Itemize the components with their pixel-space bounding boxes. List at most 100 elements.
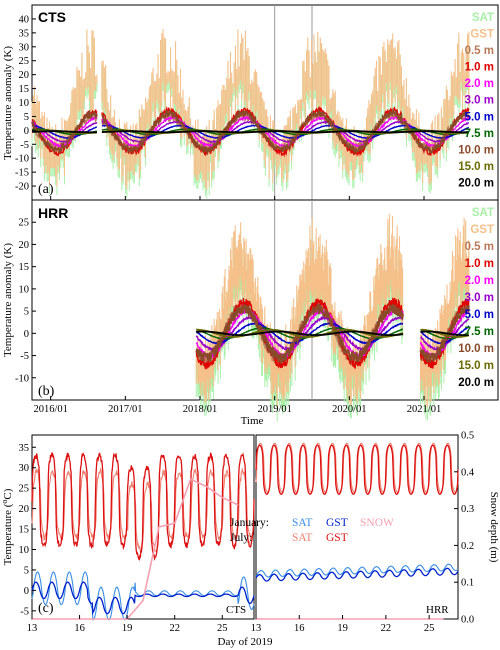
legend-jan-gst: GST <box>326 517 348 529</box>
panel-c-hrr-jan-sat <box>255 563 459 578</box>
panel-c-xtick-label-cts: 25 <box>217 623 228 634</box>
panel-b-site-label: HRR <box>38 205 68 221</box>
panel-c-xtick-label-hrr: 25 <box>424 623 435 634</box>
panel-b-x-label: Time <box>241 415 264 427</box>
panel-a-plot-area <box>31 5 470 200</box>
panel-a-legend-20m: 2.0 m <box>465 78 494 90</box>
panel-b-legend-50m: 5.0 m <box>465 309 494 321</box>
panel-a-legend-200m: 20.0 m <box>458 177 494 189</box>
panel-a-ytick-label: 35 <box>19 28 30 39</box>
panel-c-y2-label: Snow depth (m) <box>488 492 500 563</box>
panel-c-y2tick-label: 0.5 <box>461 431 474 442</box>
panel-c-ytick-label: 15 <box>19 525 30 536</box>
legend-jul-sat: SAT <box>292 532 312 544</box>
panel-a-ytick-label: 0 <box>24 126 29 137</box>
panel-b-ytick-label: -10 <box>15 373 29 384</box>
legend-jan-sat: SAT <box>292 517 312 529</box>
panel-c-legend: January: July: SAT GST SNOW SAT GST <box>230 517 394 544</box>
panel-a-ytick-label: -20 <box>15 182 29 193</box>
panel-b-legend-GST: GST <box>470 224 494 236</box>
panel-c-hrr-plot <box>255 442 459 620</box>
panel-a-site-label: CTS <box>38 9 66 25</box>
panel-a-legend-10m: 1.0 m <box>465 62 494 74</box>
panel-b-xtick-label: 2021/01 <box>407 404 441 415</box>
panel-b-legend-SAT: SAT <box>472 207 494 219</box>
panel-b-plot-area <box>195 200 470 422</box>
panel-b-y-label: Temperature anomaly (K) <box>2 243 14 357</box>
panel-a-ytick-label: -10 <box>15 154 29 165</box>
panel-c-xtick-label-cts: 22 <box>169 623 180 634</box>
panel-a-ytick-label: 10 <box>19 98 30 109</box>
panel-b-ytick-label: 0 <box>24 329 29 340</box>
panel-c-letter: (c) <box>38 601 54 616</box>
panel-a-legend-30m: 3.0 m <box>465 95 494 107</box>
panel-b-series-200m <box>196 330 470 337</box>
panel-b-ytick-label: 10 <box>19 284 30 295</box>
legend-snow: SNOW <box>360 517 394 529</box>
panel-a-y-label: Temperature anomaly (K) <box>2 46 14 160</box>
panel-a-legend-SAT: SAT <box>472 12 494 24</box>
panel-b-legend-05m: 0.5 m <box>465 241 494 253</box>
panel-c-ytick-label: 35 <box>19 443 30 454</box>
panel-a-series-200m <box>32 130 469 134</box>
panel-c-xtick-label-cts: 16 <box>74 623 85 634</box>
panel-c-y2tick-label: 0.3 <box>461 504 474 515</box>
panel-a-series-100m <box>31 107 469 156</box>
panel-c-x-label: Day of 2019 <box>218 636 273 648</box>
panel-c-xtick-label-cts: 13 <box>27 623 38 634</box>
panel-a-ytick-label: 15 <box>19 84 30 95</box>
legend-july-label: July: <box>230 532 252 544</box>
panel-c-site-hrr: HRR <box>426 604 449 616</box>
panel-b-letter: (b) <box>38 384 55 399</box>
panel-a-ytick-label: -15 <box>15 168 29 179</box>
panel-a-legend-100m: 10.0 m <box>458 144 494 156</box>
panel-c-y2tick-label: 0.0 <box>461 615 474 626</box>
panel-c-x-axis: 13 13 16 16 19 19 22 22 25 25 <box>27 615 435 634</box>
panel-c-cts-jan-gst <box>31 581 255 616</box>
panel-b-ytick-label: 25 <box>19 218 30 229</box>
panel-c-y-axis: -5 0 5 10 15 20 25 30 35 <box>19 443 36 617</box>
panel-b-ytick-label: 15 <box>19 262 30 273</box>
panel-b-frame <box>31 199 499 401</box>
panel-b-xtick-label: 2018/01 <box>183 404 217 415</box>
panel-c-ytick-label: -5 <box>20 606 29 617</box>
panel-b-legend-75m: 7.5 m <box>465 326 494 338</box>
panel-a-legend-75m: 7.5 m <box>465 128 494 140</box>
panel-c-y2tick-label: 0.2 <box>461 541 474 552</box>
panel-a-legend-GST: GST <box>470 29 494 41</box>
panel-c-ytick-label: 0 <box>24 586 29 597</box>
panel-a-ytick-label: 40 <box>19 14 30 25</box>
panel-a-legend: SAT GST 0.5 m 1.0 m 2.0 m 3.0 m 5.0 m 7.5 m 10.0… <box>458 12 494 189</box>
panel-c-xtick-label-cts: 19 <box>122 623 133 634</box>
panel-a-legend-05m: 0.5 m <box>465 45 494 57</box>
panel-c-y2tick-label: 0.4 <box>461 467 475 478</box>
panel-c-ytick-label: 20 <box>19 504 30 515</box>
panel-c-ytick-label: 10 <box>19 545 30 556</box>
panel-b-y-axis: -10 -5 0 5 10 15 20 25 <box>15 218 36 384</box>
panel-b-series-150m <box>196 328 469 338</box>
legend-jul-gst: GST <box>326 532 348 544</box>
panel-c-y-label: Temperature (oC) <box>0 488 14 565</box>
panel-c-ytick-label: 30 <box>19 463 30 474</box>
panel-a-legend-50m: 5.0 m <box>465 111 494 123</box>
panel-b-x-axis: 2016/01 2017/01 2018/01 2019/01 2020/01 2021/… <box>33 196 441 415</box>
panel-c-xtick-label-hrr: 16 <box>294 623 305 634</box>
panel-a-cts: CTS (a) -20 -15 -10 -5 0 5 10 15 20 25 30 35 40 Temp… <box>2 4 499 201</box>
panel-c-ytick-label: 5 <box>24 565 29 576</box>
panel-b-legend-150m: 15.0 m <box>458 360 494 372</box>
panel-a-letter: (a) <box>38 182 54 197</box>
panel-a-ytick-label: 5 <box>24 112 29 123</box>
panel-b-legend-20m: 2.0 m <box>465 275 494 287</box>
panel-b-xtick-label: 2017/01 <box>108 404 142 415</box>
panel-a-ytick-label: 30 <box>19 42 30 53</box>
panel-b-xtick-label: 2016/01 <box>33 404 67 415</box>
panel-b-legend: SAT GST 0.5 m 1.0 m 2.0 m 3.0 m 5.0 m 7.5 m 10.0… <box>458 207 494 389</box>
panel-a-series-gst <box>31 28 470 191</box>
panel-c-hrr-jan-gst <box>255 567 459 582</box>
panel-c-xtick-label-hrr: 19 <box>337 623 348 634</box>
panel-b-ytick-label: 20 <box>19 240 30 251</box>
panel-c-xtick-label-hrr: 22 <box>381 623 392 634</box>
